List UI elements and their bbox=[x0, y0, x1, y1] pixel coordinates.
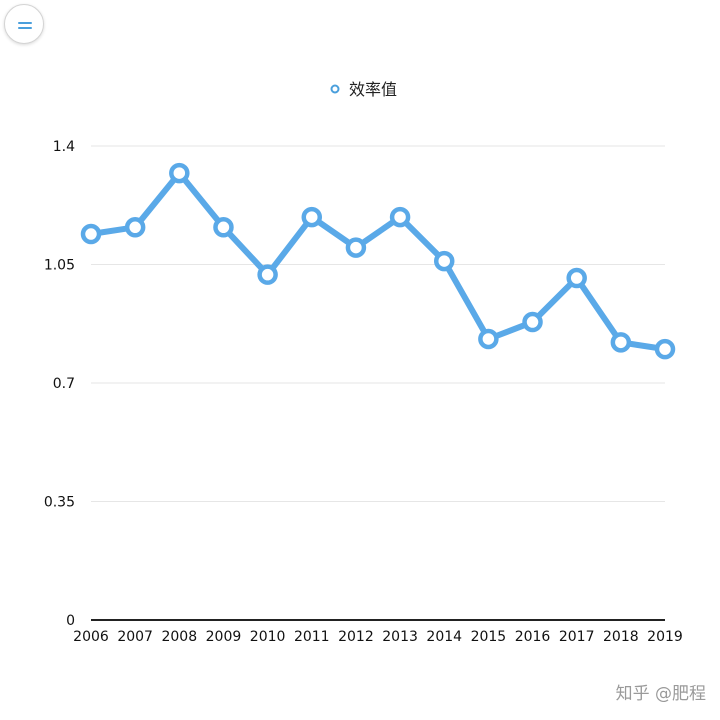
data-point bbox=[478, 328, 499, 350]
y-tick-label: 0.7 bbox=[53, 376, 75, 392]
legend[interactable]: 效率值 bbox=[330, 80, 398, 99]
x-tick-label: 2007 bbox=[117, 629, 153, 645]
data-point bbox=[124, 217, 146, 238]
data-point bbox=[566, 267, 587, 289]
x-axis-ticks: 2006 2007 2008 2009 2010 2011 2012 2013 2014 2015… bbox=[73, 629, 683, 645]
x-tick-label: 2017 bbox=[559, 629, 595, 645]
x-tick-label: 2006 bbox=[73, 629, 109, 645]
x-tick-label: 2009 bbox=[206, 629, 242, 645]
legend-marker-icon bbox=[330, 84, 340, 94]
y-axis-ticks: 0 0.35 0.7 1.05 1.4 bbox=[44, 139, 75, 629]
data-point bbox=[80, 223, 102, 245]
data-point bbox=[213, 217, 234, 238]
data-point bbox=[389, 206, 411, 228]
menu-icon bbox=[18, 22, 32, 24]
x-tick-label: 2012 bbox=[338, 629, 374, 645]
x-tick-label: 2016 bbox=[515, 629, 551, 645]
data-point bbox=[301, 206, 323, 228]
x-tick-label: 2013 bbox=[382, 629, 418, 645]
data-point bbox=[610, 332, 632, 353]
y-tick-label: 0 bbox=[66, 613, 75, 629]
grid-lines bbox=[91, 145, 665, 502]
data-point bbox=[433, 250, 455, 272]
x-tick-label: 2019 bbox=[647, 629, 683, 645]
data-point bbox=[257, 264, 278, 285]
data-point bbox=[169, 162, 190, 184]
legend-label: 效率值 bbox=[349, 80, 397, 99]
x-tick-label: 2015 bbox=[471, 629, 507, 645]
series-layer bbox=[80, 162, 676, 360]
data-point bbox=[345, 237, 367, 258]
x-tick-label: 2008 bbox=[161, 629, 197, 645]
y-tick-label: 0.35 bbox=[44, 495, 75, 511]
series-line bbox=[88, 170, 668, 353]
data-point bbox=[522, 311, 543, 333]
x-tick-label: 2010 bbox=[250, 629, 286, 645]
x-tick-label: 2011 bbox=[294, 629, 330, 645]
watermark: 知乎 @肥程 bbox=[615, 684, 706, 704]
x-tick-label: 2018 bbox=[603, 629, 639, 645]
data-point bbox=[654, 338, 676, 360]
y-tick-label: 1.4 bbox=[53, 139, 75, 155]
menu-button[interactable] bbox=[4, 4, 44, 44]
x-tick-label: 2014 bbox=[426, 629, 462, 645]
menu-icon bbox=[18, 27, 32, 29]
y-tick-label: 1.05 bbox=[44, 258, 75, 274]
